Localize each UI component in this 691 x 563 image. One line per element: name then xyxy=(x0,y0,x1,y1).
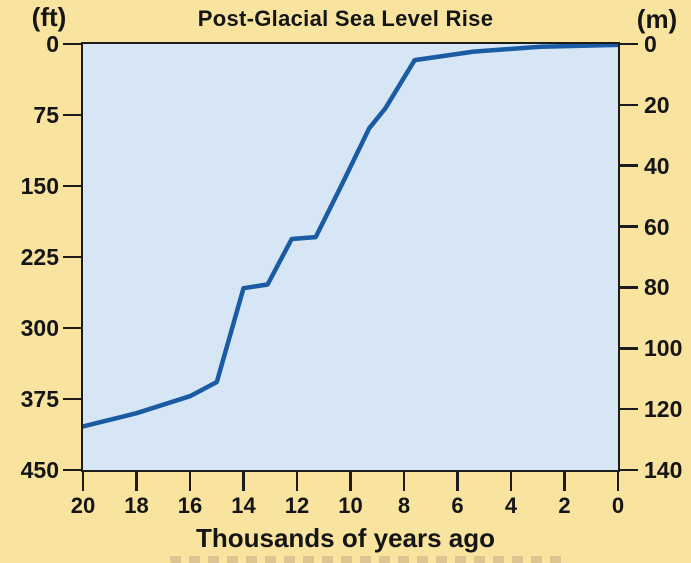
y-axis-tick-m xyxy=(618,225,638,228)
y-axis-label-m: 100 xyxy=(644,335,683,362)
right-axis-unit-label: (m) xyxy=(636,4,678,34)
chart-title: Post-Glacial Sea Level Rise xyxy=(197,6,494,31)
cropped-caption-artifact xyxy=(170,556,562,563)
left-axis-unit-label: (ft) xyxy=(31,2,67,32)
y-axis-tick-m xyxy=(618,468,638,472)
x-axis-tick xyxy=(295,470,299,491)
x-axis-tick-label: 16 xyxy=(177,493,203,518)
y-axis-label-m: 0 xyxy=(644,31,657,57)
x-axis-tick xyxy=(509,470,513,491)
x-axis-tick-label: 6 xyxy=(451,493,464,518)
sea-level-curve-canvas xyxy=(83,44,618,429)
x-axis-tick xyxy=(563,470,566,491)
y-axis-label-m: 40 xyxy=(644,152,670,179)
y-axis-label-m: 20 xyxy=(644,91,670,118)
plot-area xyxy=(81,42,620,472)
x-axis-tick xyxy=(242,470,245,491)
x-axis-tick xyxy=(616,470,620,491)
y-axis-tick-ft xyxy=(63,42,83,46)
x-axis-tick-label: 12 xyxy=(284,493,310,518)
y-axis-tick-ft xyxy=(63,397,83,401)
y-axis-tick-ft xyxy=(63,468,83,472)
y-axis-label-m: 80 xyxy=(644,274,670,301)
y-axis-label-ft: 225 xyxy=(20,244,59,270)
x-axis-tick-label: 18 xyxy=(124,493,149,518)
x-axis-tick-label: 8 xyxy=(397,493,411,518)
x-axis-tick-label: 20 xyxy=(70,493,96,518)
y-axis-tick-m xyxy=(618,286,638,289)
y-axis-label-ft: 450 xyxy=(20,457,59,483)
sea-level-line xyxy=(83,44,618,429)
y-axis-tick-ft xyxy=(63,184,83,188)
y-axis-label-ft: 0 xyxy=(46,31,59,57)
x-axis-tick xyxy=(81,470,85,491)
y-axis-tick-m xyxy=(618,407,638,411)
x-axis-tick xyxy=(456,470,459,491)
x-axis-tick-label: 10 xyxy=(338,493,363,518)
y-axis-label-ft: 75 xyxy=(33,102,59,128)
x-axis-tick-label: 2 xyxy=(558,493,571,518)
x-axis-title: Thousands of years ago xyxy=(195,523,496,553)
x-axis-tick-label: 4 xyxy=(504,493,518,518)
y-axis-label-ft: 375 xyxy=(20,386,59,412)
y-axis-tick-ft xyxy=(63,255,83,259)
x-axis-tick-label: 0 xyxy=(611,493,625,518)
x-axis-tick xyxy=(349,470,352,491)
x-axis-tick-label: 14 xyxy=(231,493,256,518)
x-axis-tick xyxy=(402,470,406,491)
y-axis-label-ft: 300 xyxy=(20,315,59,341)
y-axis-label-m: 140 xyxy=(644,457,683,483)
y-axis-tick-ft xyxy=(63,326,83,330)
y-axis-tick-m xyxy=(618,347,638,350)
y-axis-label-ft: 150 xyxy=(20,173,59,199)
x-axis-tick xyxy=(188,470,192,491)
y-axis-tick-m xyxy=(618,164,638,167)
y-axis-tick-m xyxy=(618,103,638,107)
y-axis-label-m: 120 xyxy=(644,396,683,423)
y-axis-tick-ft xyxy=(63,113,83,117)
y-axis-label-m: 60 xyxy=(644,213,670,240)
x-axis-tick xyxy=(135,470,138,491)
y-axis-tick-m xyxy=(618,42,638,46)
